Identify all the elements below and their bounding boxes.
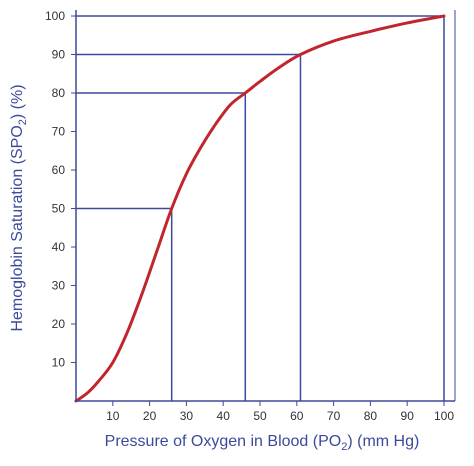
- x-tick-label: 100: [434, 409, 454, 423]
- x-axis-title-sub: 2: [341, 441, 347, 453]
- axes: [71, 10, 456, 406]
- x-tick-label: 10: [106, 409, 120, 423]
- curve-layer: [74, 14, 446, 403]
- y-tick-label: 80: [52, 86, 66, 100]
- x-tick-label: 40: [217, 409, 231, 423]
- x-tick-label: 50: [253, 409, 267, 423]
- x-tick-label: 20: [143, 409, 157, 423]
- y-tick-label: 60: [52, 163, 66, 177]
- y-tick-label: 90: [52, 48, 66, 62]
- saturation-curve: [74, 14, 446, 403]
- y-tick-label: 20: [52, 317, 66, 331]
- y-tick-label: 30: [52, 279, 66, 293]
- y-axis-title: Hemoglobin Saturation (SPO2) (%): [9, 84, 29, 331]
- y-tick-label: 70: [52, 125, 66, 139]
- x-tick-label: 30: [180, 409, 194, 423]
- y-tick-label: 40: [52, 240, 66, 254]
- y-axis-title-suffix: ) (%): [9, 84, 26, 119]
- x-axis-title-main: Pressure of Oxygen in Blood (PO: [105, 433, 342, 450]
- x-tick-label: 60: [290, 409, 304, 423]
- x-axis-title-suffix: ) (mm Hg): [347, 433, 419, 450]
- y-axis-title-main: Hemoglobin Saturation (SPO: [9, 125, 26, 331]
- x-tick-label: 80: [364, 409, 378, 423]
- y-axis-title-sub: 2: [17, 119, 29, 125]
- y-tick-label: 10: [52, 356, 66, 370]
- x-axis-title: Pressure of Oxygen in Blood (PO2) (mm Hg…: [105, 433, 420, 453]
- x-tick-label: 70: [327, 409, 341, 423]
- tick-labels: 10 20 30 40 50 60 70 80 90 100 10 20 30 40 50 60 70 80 90 1…: [45, 9, 454, 423]
- reference-lines: [76, 15, 445, 401]
- x-tick-label: 90: [401, 409, 415, 423]
- y-tick-label: 50: [52, 202, 66, 216]
- y-tick-label: 100: [45, 9, 65, 23]
